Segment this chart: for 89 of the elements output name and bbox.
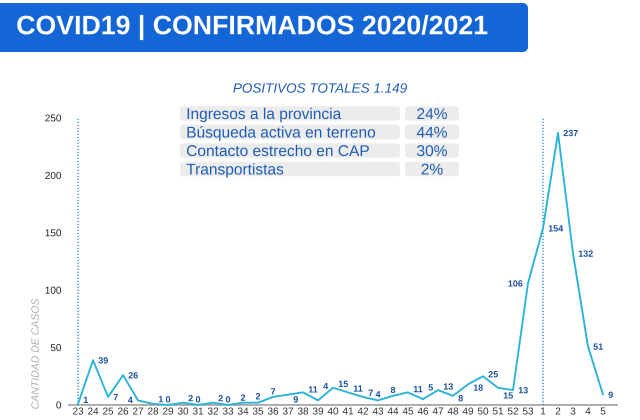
x-tick-label: 38 bbox=[298, 408, 308, 415]
x-tick-label: 48 bbox=[448, 408, 458, 415]
x-tick-label: 40 bbox=[328, 408, 338, 415]
x-tick-label: 49 bbox=[462, 408, 474, 415]
x-tick-label: 33 bbox=[222, 408, 234, 415]
data-label: 0 bbox=[226, 396, 230, 403]
x-tick-label: 47 bbox=[432, 408, 444, 414]
annotation: 44% bbox=[416, 126, 447, 138]
x-tick-label: 45 bbox=[402, 408, 414, 414]
data-label: 11 bbox=[354, 385, 362, 392]
x-tick-label: 2 bbox=[556, 408, 560, 414]
x-tick-label: 24 bbox=[88, 408, 98, 414]
y-axis-title: CANTIDAD DE CASOS bbox=[31, 298, 39, 409]
x-tick-label: 26 bbox=[118, 408, 128, 415]
data-label: 0 bbox=[166, 396, 170, 403]
annotation: Transportistas bbox=[186, 163, 284, 178]
data-label: 11 bbox=[414, 386, 422, 392]
annotation: Búsqueda activa en terreno bbox=[187, 126, 376, 141]
y-tick-label: 200 bbox=[45, 172, 62, 179]
x-tick-label: 27 bbox=[132, 408, 144, 414]
chart-subtitle: POSITIVOS TOTALES 1.149 bbox=[233, 83, 407, 93]
data-label: 8 bbox=[390, 386, 396, 394]
annotation: 2% bbox=[422, 164, 443, 175]
x-tick-label: 37 bbox=[282, 408, 294, 415]
x-tick-label: 51 bbox=[492, 408, 504, 414]
chart-title: COVID19 | CONFIRMADOS 2020/2021 bbox=[17, 14, 488, 40]
x-tick-label: 52 bbox=[508, 408, 518, 415]
x-tick-label: 35 bbox=[252, 408, 264, 415]
data-label: 132 bbox=[578, 250, 593, 257]
data-label: 8 bbox=[458, 394, 463, 402]
data-label: 1 bbox=[158, 396, 163, 402]
data-label: 7 bbox=[270, 388, 276, 394]
data-label: 2 bbox=[256, 393, 260, 400]
x-tick-label: 42 bbox=[358, 408, 368, 414]
x-tick-label: 30 bbox=[178, 408, 188, 415]
data-label: 51 bbox=[593, 343, 603, 350]
annotation: Contacto estrecho en CAP bbox=[186, 144, 369, 156]
x-tick-label: 39 bbox=[312, 408, 324, 415]
x-tick-label: 31 bbox=[192, 408, 204, 415]
x-tick-label: 25 bbox=[102, 408, 114, 415]
x-tick-label: 29 bbox=[162, 408, 174, 415]
data-label: 4 bbox=[376, 391, 380, 398]
data-label: 2 bbox=[240, 394, 246, 401]
x-tick-label: 32 bbox=[208, 408, 218, 415]
data-label: 18 bbox=[474, 384, 483, 391]
data-label: 13 bbox=[518, 387, 528, 394]
x-tick-label: 46 bbox=[418, 408, 428, 415]
data-label: 237 bbox=[564, 130, 578, 136]
x-tick-label: 50 bbox=[478, 408, 488, 415]
x-tick-label: 23 bbox=[73, 408, 84, 415]
data-label: 5 bbox=[428, 384, 433, 391]
y-tick-label: 0 bbox=[56, 401, 62, 409]
data-label: 0 bbox=[196, 396, 200, 403]
data-label: 106 bbox=[508, 280, 522, 287]
data-label: 13 bbox=[444, 383, 453, 390]
x-tick-label: 3 bbox=[570, 408, 576, 415]
annotation: 30% bbox=[417, 145, 447, 156]
x-tick-label: 53 bbox=[522, 408, 534, 415]
data-label: 154 bbox=[548, 225, 564, 232]
y-tick-label: 250 bbox=[45, 114, 62, 122]
x-tick-label: 34 bbox=[238, 408, 248, 415]
data-label: 7 bbox=[114, 394, 118, 400]
data-label: 39 bbox=[98, 357, 108, 364]
y-tick-label: 150 bbox=[46, 229, 62, 236]
data-label: 4 bbox=[128, 396, 133, 403]
data-label: 1 bbox=[84, 396, 88, 403]
y-tick-label: 100 bbox=[46, 286, 62, 294]
data-label: 2 bbox=[188, 395, 193, 402]
x-tick-label: 36 bbox=[268, 408, 278, 415]
data-label: 9 bbox=[608, 392, 613, 398]
x-tick-label: 4 bbox=[585, 408, 590, 414]
data-label: 15 bbox=[504, 392, 513, 399]
x-tick-label: 44 bbox=[388, 408, 398, 414]
data-label: 15 bbox=[338, 380, 348, 388]
x-tick-label: 41 bbox=[342, 408, 354, 414]
data-label: 26 bbox=[128, 372, 138, 378]
data-label: 11 bbox=[308, 386, 318, 392]
data-label: 2 bbox=[218, 395, 223, 402]
x-tick-label: 28 bbox=[148, 408, 158, 415]
y-tick-label: 50 bbox=[50, 344, 62, 352]
x-tick-label: 43 bbox=[372, 408, 384, 415]
annotation: Ingresos a la provincia bbox=[188, 108, 342, 122]
x-tick-label: 1 bbox=[540, 408, 546, 414]
data-label: 9 bbox=[294, 396, 298, 403]
x-tick-label: 5 bbox=[600, 408, 606, 414]
annotation: 24% bbox=[417, 108, 447, 120]
data-label: 7 bbox=[368, 390, 373, 396]
data-label: 4 bbox=[323, 382, 328, 390]
data-label: 25 bbox=[488, 371, 498, 378]
